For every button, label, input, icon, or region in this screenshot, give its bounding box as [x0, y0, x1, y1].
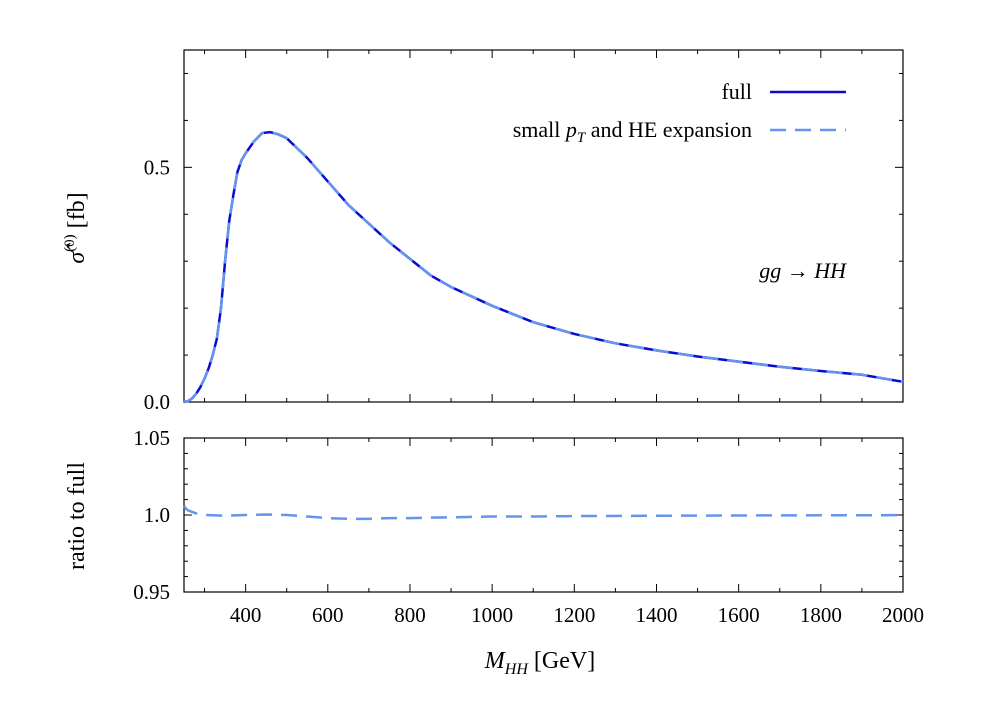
xtick-label: 1400 [635, 603, 677, 627]
legend-label-full: full [721, 79, 752, 104]
x-axis-title: MHH [GeV] [484, 648, 595, 678]
xtick-label: 1000 [471, 603, 513, 627]
bottom-ytick-labels: 0.95 1.0 1.05 [133, 426, 170, 604]
y-title-sup: (0) [62, 234, 78, 252]
xtick-label: 1600 [718, 603, 760, 627]
xtick-label: 800 [394, 603, 426, 627]
top-ytick-label: 0.5 [144, 155, 170, 179]
xtick-label: 600 [312, 603, 344, 627]
xtick-label: 1800 [800, 603, 842, 627]
bottom-ytick-label: 1.0 [144, 503, 170, 527]
legend-expansion-p: p [564, 117, 577, 142]
top-y-axis-title: σ̂(0) [fb] [62, 192, 90, 263]
xtick-labels: 400 600 800 1000 1200 1400 1600 1800 2000 [230, 603, 924, 627]
xtick-label: 400 [230, 603, 262, 627]
ratio-series-line [182, 505, 904, 521]
y-title-unit: [fb] [64, 192, 90, 234]
process-annotation: gg → HH [759, 258, 847, 283]
bottom-ytick-label: 1.05 [133, 426, 170, 450]
legend-expansion-prefix: small [513, 117, 566, 142]
legend: full small pT and HE expansion [513, 79, 846, 146]
bottom-y-axis-title: ratio to full [64, 462, 90, 570]
top-series-group [183, 130, 904, 404]
series-line-expansion [183, 130, 904, 404]
bottom-axis-ticks [184, 437, 904, 593]
legend-expansion-t: T [577, 130, 587, 146]
x-title-m: M [484, 648, 507, 674]
x-title-unit: [GeV] [528, 648, 595, 674]
top-axis-ticks [184, 50, 904, 403]
legend-expansion-suffix: and HE expansion [585, 117, 752, 142]
legend-label-expansion: small pT and HE expansion [513, 117, 752, 146]
bottom-ytick-label: 0.95 [133, 580, 170, 604]
bottom-series-group [182, 505, 904, 521]
top-plot-frame [183, 49, 904, 403]
xtick-label: 1200 [553, 603, 595, 627]
top-ytick-labels: 0.0 0.5 [144, 155, 170, 414]
top-ytick-label: 0.0 [144, 390, 170, 414]
xtick-label: 2000 [882, 603, 924, 627]
x-title-sub: HH [504, 661, 530, 678]
